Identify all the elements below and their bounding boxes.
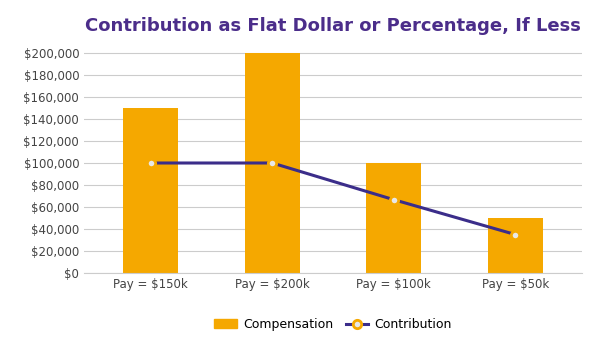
Bar [488, 218, 542, 273]
Bar [367, 163, 421, 273]
Title: Contribution as Flat Dollar or Percentage, If Less: Contribution as Flat Dollar or Percentag… [85, 17, 581, 35]
Bar [245, 53, 299, 273]
Bar [124, 108, 178, 273]
Legend: Compensation, Contribution: Compensation, Contribution [209, 313, 457, 336]
